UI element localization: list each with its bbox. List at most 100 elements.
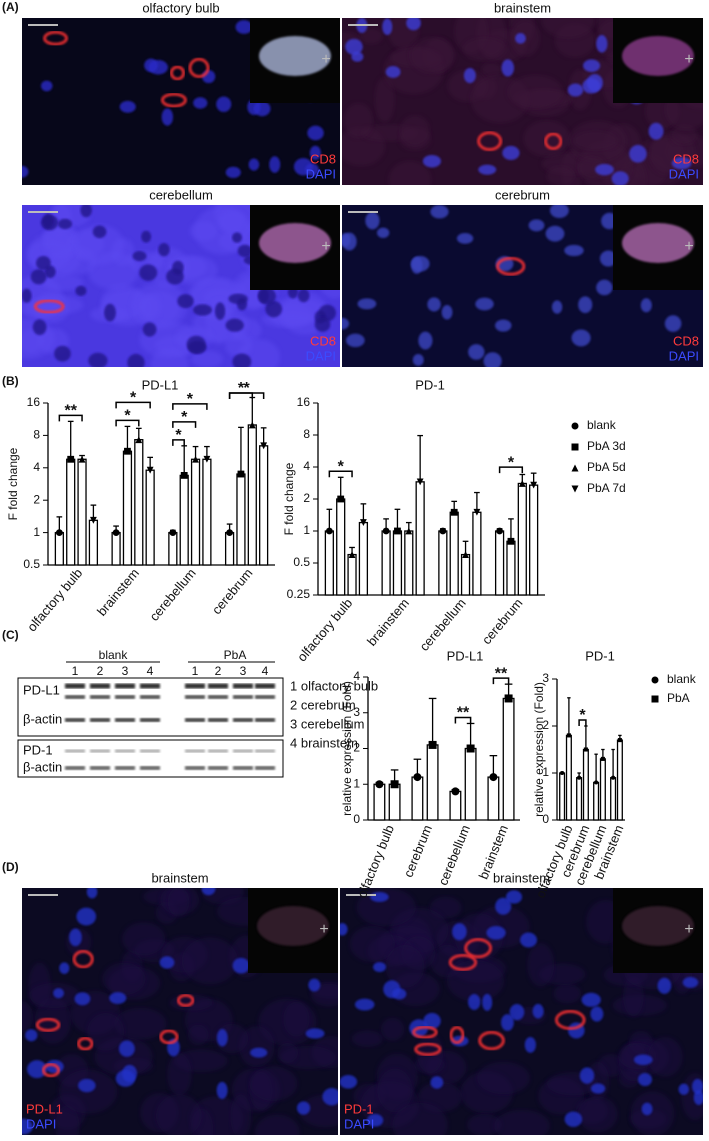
micrograph: + xyxy=(342,18,703,185)
nucleus xyxy=(232,232,243,243)
nucleus xyxy=(36,255,51,271)
nucleus xyxy=(392,988,407,1000)
brain-section xyxy=(622,36,694,76)
nucleus xyxy=(427,297,441,312)
haze xyxy=(249,1066,298,1102)
band xyxy=(233,718,253,722)
nucleus xyxy=(586,73,603,92)
brain-section xyxy=(622,223,694,263)
haze xyxy=(139,294,162,320)
nucleus xyxy=(579,1067,595,1084)
legend-label: PbA 3d xyxy=(587,439,626,453)
bar xyxy=(236,473,246,566)
nucleus xyxy=(495,319,512,332)
nucleus xyxy=(641,1102,653,1116)
point-marker xyxy=(518,480,526,487)
haze xyxy=(670,125,698,145)
nucleus xyxy=(583,59,601,72)
nucleus xyxy=(109,992,127,1004)
point-marker xyxy=(651,695,659,703)
nucleus xyxy=(253,101,271,117)
haze xyxy=(527,943,555,987)
point-marker xyxy=(337,495,345,503)
nucleus xyxy=(373,962,386,973)
bar xyxy=(77,458,87,566)
point-marker xyxy=(617,738,622,743)
haze xyxy=(377,1068,413,1113)
x-tick-label: brainstem xyxy=(364,595,412,648)
nucleus xyxy=(682,977,699,988)
scale-bar xyxy=(346,894,376,896)
haze xyxy=(255,1114,300,1135)
y-tick-label: 1 xyxy=(353,776,360,790)
point-marker xyxy=(583,747,588,752)
nucleus xyxy=(86,888,98,899)
y-axis-label: F fold change xyxy=(6,447,20,520)
significance-bracket xyxy=(328,470,353,478)
band xyxy=(233,749,253,753)
nucleus xyxy=(452,923,467,941)
x-tick-label: olfactory bulb xyxy=(24,565,85,634)
bar xyxy=(111,531,121,566)
haze xyxy=(114,1007,167,1040)
significance-label: * xyxy=(175,427,182,444)
point-marker xyxy=(451,787,460,796)
stained-cell xyxy=(41,1062,61,1078)
nucleus xyxy=(671,157,692,170)
nucleus xyxy=(528,219,545,232)
y-tick-label: 0 xyxy=(542,812,549,826)
bar xyxy=(494,530,505,596)
nucleus xyxy=(382,18,393,36)
bar xyxy=(487,776,500,821)
band xyxy=(255,749,275,753)
stained-cell xyxy=(33,299,65,314)
nucleus xyxy=(250,1047,268,1058)
significance-bracket xyxy=(172,403,208,410)
nucleus xyxy=(590,1083,606,1094)
haze xyxy=(385,944,425,988)
lane-label: 2 xyxy=(215,664,222,678)
point-marker xyxy=(462,551,469,558)
significance-label: * xyxy=(130,390,137,407)
nucleus xyxy=(346,333,365,348)
nucleus xyxy=(501,59,515,77)
bar xyxy=(404,530,414,596)
micrograph: + xyxy=(22,205,340,367)
nucleus xyxy=(406,18,421,31)
nucleus xyxy=(549,205,569,219)
panel-label: (A) xyxy=(2,0,19,14)
haze xyxy=(42,222,78,260)
nucleus xyxy=(505,890,523,904)
panel-label: (B) xyxy=(2,374,19,388)
significance-label: * xyxy=(579,707,586,724)
bar xyxy=(449,790,462,821)
stain-label: DAPI xyxy=(669,166,699,181)
nucleus xyxy=(118,1040,135,1057)
point-marker xyxy=(359,519,367,526)
lane-label: 1 xyxy=(192,664,199,678)
nucleus xyxy=(75,285,87,296)
haze xyxy=(205,299,232,345)
nucleus xyxy=(88,352,108,367)
nucleus xyxy=(248,158,260,171)
image-title: cerebellum xyxy=(149,187,213,202)
brain-section xyxy=(257,906,329,946)
y-axis-label: F fold change xyxy=(282,462,296,535)
bar xyxy=(576,777,583,821)
nucleus xyxy=(581,992,601,1007)
nucleus xyxy=(257,287,276,305)
nucleus xyxy=(524,1036,536,1053)
nucleus xyxy=(370,891,389,903)
stained-cell xyxy=(169,65,186,81)
nucleus xyxy=(475,297,494,311)
nucleus xyxy=(678,1083,690,1095)
nucleus xyxy=(551,300,563,314)
nucleus xyxy=(693,1090,703,1106)
point-marker xyxy=(504,694,513,703)
nucleus xyxy=(119,100,136,113)
nucleus xyxy=(216,1081,228,1099)
haze xyxy=(467,1113,502,1135)
band xyxy=(65,695,85,699)
point-marker xyxy=(89,516,97,524)
